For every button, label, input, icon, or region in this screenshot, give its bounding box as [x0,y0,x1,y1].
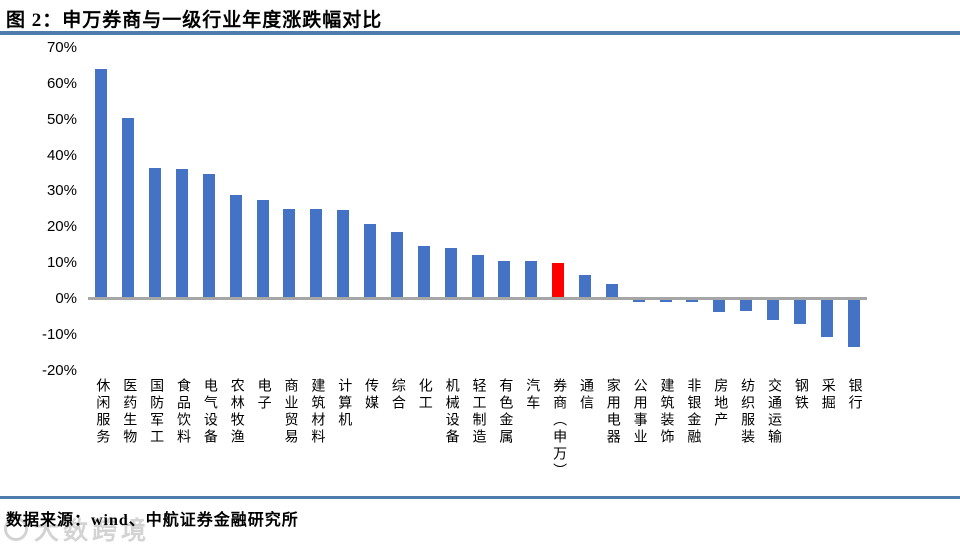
page-title: 图 2：申万券商与一级行业年度涨跌幅对比 [6,10,383,31]
category-label: 机械设备 [443,378,459,446]
category-label: 医药生物 [121,378,137,446]
bar [202,174,215,299]
bar [713,299,726,312]
bar [766,299,779,321]
category-label: 建筑装饰 [658,378,674,446]
bar [283,208,296,299]
category-label: 传媒 [363,378,379,412]
y-axis-tick-label: 10% [46,254,77,272]
category-label: 纺织服装 [739,378,755,446]
category-label: 采掘 [819,378,835,412]
bar [444,247,457,299]
y-axis-tick-label: 60% [46,74,77,92]
bar [525,260,538,299]
category-label: 通信 [577,378,593,412]
footer-divider-rule [0,496,960,499]
category-label: 商业贸易 [282,378,298,446]
bar [740,299,753,311]
bar [310,208,323,299]
category-label: 银行 [846,378,862,412]
category-label: 公用事业 [631,378,647,446]
bar [686,299,699,303]
category-label: 非银金融 [685,378,701,446]
bar [498,260,511,299]
y-axis-tick-label: 0% [55,290,77,307]
bar [390,231,403,299]
bar [605,284,618,299]
category-label: 有色金属 [497,378,513,446]
x-axis-zero-line [88,297,867,300]
bar [229,195,242,299]
bar [632,299,645,303]
category-label: 家用电器 [604,378,620,446]
category-label: 交通运输 [765,378,781,446]
source-note: 数据来源：wind、中航证券金融研究所 [6,512,299,529]
category-label: 电子 [255,378,271,412]
category-label: 轻工制造 [470,378,486,446]
category-label: 建筑材料 [309,378,325,446]
bar [847,299,860,348]
category-label: 钢铁 [792,378,808,412]
bar [659,299,672,303]
bar [176,168,189,299]
y-axis-tick-label: 70% [46,38,77,56]
bar [417,245,430,299]
title-divider-rule [0,31,960,35]
y-axis-tick-label: 30% [46,182,77,200]
bar [95,69,108,299]
y-axis-tick-label: -10% [41,325,77,343]
category-label: 房地产 [712,378,728,429]
bar [337,209,350,299]
bar-highlighted [552,263,565,299]
y-axis-tick-label: 20% [46,218,77,236]
bar [364,223,377,299]
y-axis-tick-label: -20% [41,361,77,379]
bar [471,254,484,299]
bar [578,274,591,299]
bar [149,168,162,299]
bar [793,299,806,325]
bar [256,200,269,299]
bar [122,117,135,299]
category-label: 农林牧渔 [228,378,244,446]
category-label: 综合 [389,378,405,412]
category-label: 计算机 [336,378,352,429]
y-axis-tick-label: 50% [46,110,77,128]
category-label: 电气设备 [201,378,217,446]
category-label: 休闲服务 [94,378,110,446]
category-label: 汽车 [524,378,540,412]
category-label: 食品饮料 [175,378,191,446]
category-label: 化工 [416,378,432,412]
bar [820,299,833,338]
y-axis-tick-label: 40% [46,146,77,164]
category-label: 券商（申万） [551,378,567,480]
category-label: 国防军工 [148,378,164,446]
